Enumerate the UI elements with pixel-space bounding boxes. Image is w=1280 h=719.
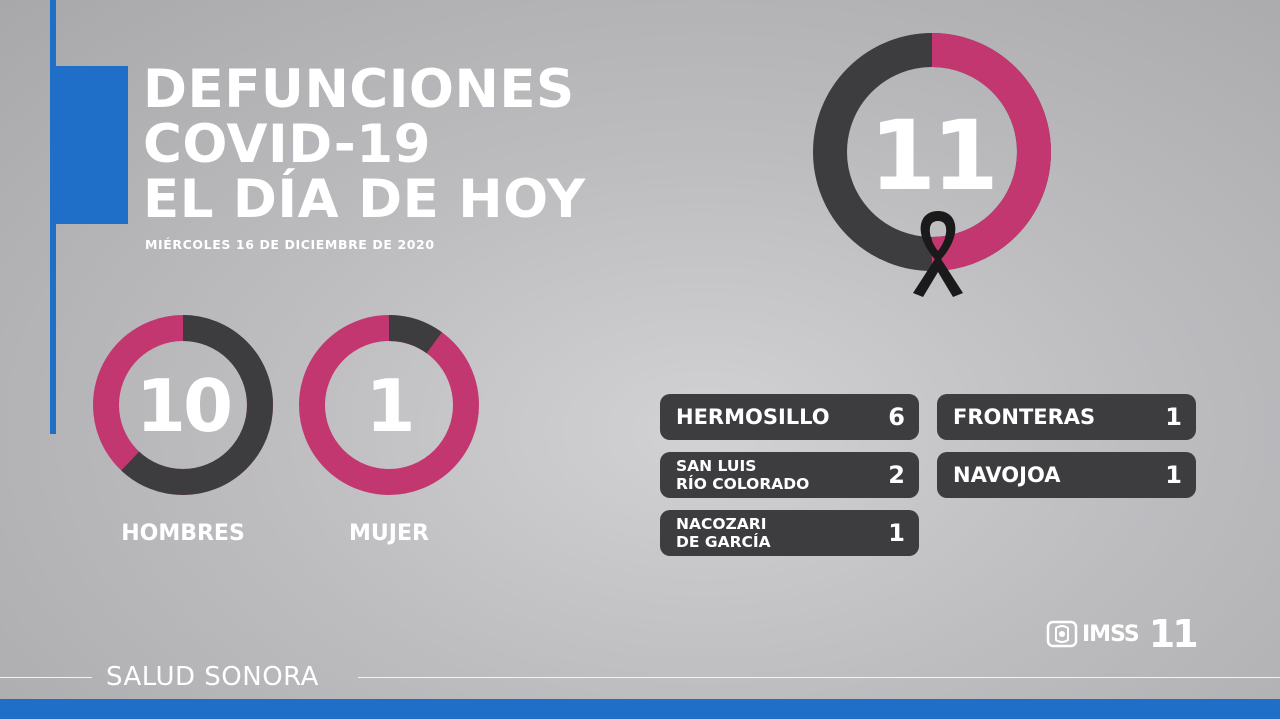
hombres-ring: 10 bbox=[92, 314, 274, 496]
imss-logo-number: 11 bbox=[1148, 612, 1199, 656]
city-name-line-2: DE GARCÍA bbox=[676, 533, 771, 551]
city-card-fronteras: FRONTERAS 1 bbox=[937, 394, 1196, 440]
city-name: HERMOSILLO bbox=[676, 405, 830, 429]
city-name-line-1: NACOZARI bbox=[676, 515, 767, 533]
city-count: 2 bbox=[888, 461, 905, 489]
title-line-3: EL DÍA DE HOY bbox=[143, 169, 586, 230]
imss-logo-icon bbox=[1046, 620, 1078, 648]
title-line-2: COVID-19 bbox=[143, 114, 431, 175]
footer-label: SALUD SONORA bbox=[106, 662, 319, 692]
hombres-value: 10 bbox=[135, 364, 233, 448]
mujer-label: MUJER bbox=[349, 521, 429, 546]
city-count: 1 bbox=[1165, 461, 1182, 489]
mujer-ring-chart bbox=[299, 315, 479, 495]
city-count: 1 bbox=[888, 519, 905, 547]
city-name: FRONTERAS bbox=[953, 405, 1096, 429]
footer-divider-left bbox=[0, 677, 92, 678]
total-value: 11 bbox=[869, 100, 999, 212]
date-label: MIÉRCOLES 16 DE DICIEMBRE DE 2020 bbox=[145, 237, 435, 252]
city-name-line-1: SAN LUIS bbox=[676, 457, 757, 475]
city-card-navojoa: NAVOJOA 1 bbox=[937, 452, 1196, 498]
city-count: 1 bbox=[1165, 403, 1182, 431]
mourning-ribbon-icon bbox=[913, 211, 963, 297]
city-name-line-2: RÍO COLORADO bbox=[676, 475, 810, 493]
city-name: SAN LUIS RÍO COLORADO bbox=[676, 457, 809, 493]
city-name: NACOZARI DE GARCÍA bbox=[676, 515, 771, 551]
mujer-ring: 1 bbox=[298, 314, 480, 496]
city-card-san-luis: SAN LUIS RÍO COLORADO 2 bbox=[660, 452, 919, 498]
footer-divider-right bbox=[358, 677, 1280, 678]
bottom-bar bbox=[0, 699, 1280, 719]
title-line-1: DEFUNCIONES bbox=[143, 59, 575, 120]
accent-vertical-line bbox=[50, 0, 56, 434]
city-card-nacozari: NACOZARI DE GARCÍA 1 bbox=[660, 510, 919, 556]
accent-block bbox=[56, 66, 128, 224]
hombres-ring-chart bbox=[93, 315, 273, 495]
page-title: DEFUNCIONES COVID-19 EL DÍA DE HOY bbox=[143, 62, 586, 227]
city-name: NAVOJOA bbox=[953, 463, 1061, 487]
city-count: 6 bbox=[888, 403, 905, 431]
imss-logo: IMSS 11 bbox=[1046, 612, 1199, 656]
imss-logo-text: IMSS bbox=[1082, 621, 1140, 647]
mujer-value: 1 bbox=[365, 364, 415, 448]
city-card-hermosillo: HERMOSILLO 6 bbox=[660, 394, 919, 440]
hombres-label: HOMBRES bbox=[121, 521, 245, 546]
